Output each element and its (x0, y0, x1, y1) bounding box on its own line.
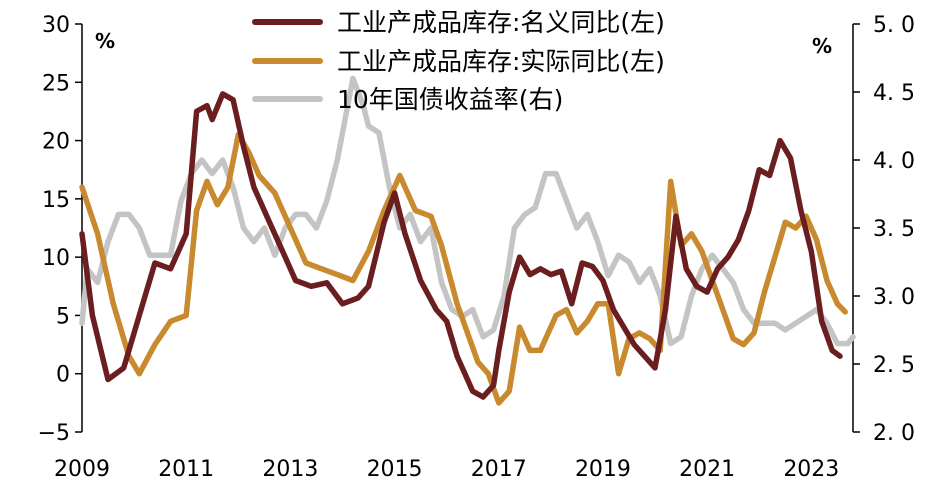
left-tick-label: 20 (42, 130, 70, 155)
right-tick-label: 3. 0 (873, 285, 915, 310)
right-tick-label: 2. 0 (873, 421, 915, 446)
legend-label-real: 工业产成品库存:实际同比(左) (337, 47, 665, 76)
right-tick-label: 5. 0 (873, 13, 915, 38)
legend-item-real: 工业产成品库存:实际同比(左) (252, 47, 665, 76)
x-axis-ticks: 2009 2011 2013 2015 2017 2019 2021 2023 (54, 457, 839, 482)
series-line-nominal (79, 91, 843, 400)
left-axis-ticks: 30 25 20 15 10 5 0 −5 (38, 13, 82, 446)
right-tick-label: 4. 5 (873, 81, 915, 106)
left-tick-label: 10 (42, 246, 70, 271)
series-line-real (79, 131, 848, 406)
left-tick-label: 5 (56, 304, 70, 329)
right-tick-label: 4. 0 (873, 149, 915, 174)
x-tick-label: 2011 (158, 457, 214, 482)
x-tick-label: 2019 (575, 457, 631, 482)
left-tick-label: 15 (42, 188, 70, 213)
left-tick-label: 25 (42, 71, 70, 96)
left-tick-label: 0 (56, 363, 70, 388)
x-tick-label: 2009 (54, 457, 110, 482)
legend-label-nominal: 工业产成品库存:名义同比(左) (337, 8, 665, 37)
left-axis-unit: % (95, 29, 115, 53)
right-tick-label: 2. 5 (873, 353, 915, 378)
x-tick-label: 2023 (783, 457, 839, 482)
legend: 工业产成品库存:名义同比(左) 工业产成品库存:实际同比(左) 10年国债收益率… (252, 8, 665, 114)
x-tick-label: 2015 (367, 457, 423, 482)
right-axis-ticks: 5. 0 4. 5 4. 0 3. 5 3. 0 2. 5 2. 0 (853, 13, 915, 446)
right-tick-label: 3. 5 (873, 217, 915, 242)
x-tick-label: 2021 (679, 457, 735, 482)
legend-label-yield: 10年国债收益率(右) (337, 85, 563, 114)
left-tick-label: −5 (38, 421, 70, 446)
x-tick-label: 2013 (262, 457, 318, 482)
right-axis-unit: % (812, 34, 832, 58)
x-tick-label: 2017 (471, 457, 527, 482)
series-layer (79, 75, 856, 406)
legend-item-yield: 10年国债收益率(右) (252, 85, 563, 114)
left-tick-label: 30 (42, 13, 70, 38)
legend-item-nominal: 工业产成品库存:名义同比(左) (252, 8, 665, 37)
